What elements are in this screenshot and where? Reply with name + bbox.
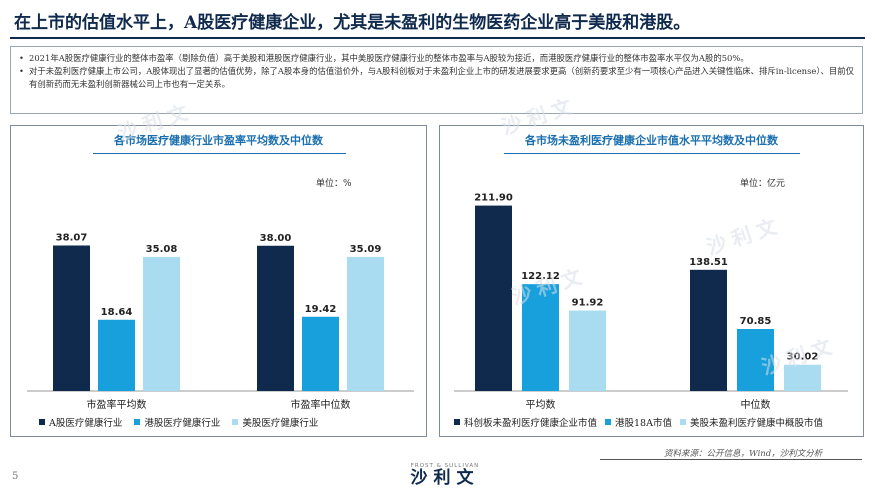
data-label: 138.51 bbox=[689, 257, 728, 268]
page-title: 在上市的估值水平上，A股医疗健康企业，尤其是未盈利的生物医药企业高于美股和港股。 bbox=[14, 13, 691, 33]
bar bbox=[784, 364, 821, 391]
data-label: 91.92 bbox=[572, 298, 604, 309]
bar bbox=[302, 316, 339, 391]
data-label: 18.64 bbox=[101, 307, 133, 318]
pe-ratio-chart-panel: 各市场医疗健康行业市盈率平均数及中位数 单位：% 38.07 18.64 35.08… bbox=[10, 125, 427, 437]
bar bbox=[737, 329, 774, 391]
legend-item: 科创板未盈利医疗健康企业市值 bbox=[454, 415, 597, 429]
category-label: 中位数 bbox=[741, 398, 771, 411]
legend-label: 港股18A市值 bbox=[615, 418, 672, 429]
summary-bullet-2: 对于未盈利医疗健康上市公司，A股体现出了显著的估值优势，除了A股本身的估值溢价外… bbox=[19, 65, 854, 91]
pe-ratio-bar-chart: 38.07 18.64 35.08 市盈率平均数 38.00 19.42 35.09 市盈率中… bbox=[27, 232, 414, 411]
chart-legend: A股医疗健康行业 港股医疗健康行业 美股医疗健康行业 bbox=[39, 415, 318, 429]
legend-item: 美股医疗健康行业 bbox=[232, 415, 318, 429]
data-label: 70.85 bbox=[740, 316, 772, 327]
chart-unit: 单位：% bbox=[316, 179, 352, 189]
category-label: 市盈率平均数 bbox=[87, 398, 147, 411]
bar bbox=[522, 284, 559, 391]
chart-title-underline bbox=[504, 153, 800, 154]
legend-item: 美股未盈利医疗健康中概股市值 bbox=[679, 415, 823, 429]
data-label: 35.08 bbox=[146, 244, 178, 255]
logo-chinese: 沙利文 bbox=[410, 468, 480, 488]
chart-title: 各市场未盈利医疗健康企业市值水平平均数及中位数 bbox=[525, 134, 778, 147]
company-logo: FROST & SULLIVAN 沙利文 bbox=[390, 463, 500, 491]
source-divider bbox=[600, 459, 862, 460]
page-number: 5 bbox=[12, 471, 19, 482]
bar bbox=[569, 310, 606, 391]
bar bbox=[690, 269, 727, 391]
chart-title: 各市场医疗健康行业市盈率平均数及中位数 bbox=[114, 134, 323, 147]
legend-swatch bbox=[232, 419, 239, 425]
legend-swatch bbox=[605, 419, 612, 425]
data-label: 211.90 bbox=[474, 193, 513, 204]
bar bbox=[347, 256, 384, 391]
legend-label: 科创板未盈利医疗健康企业市值 bbox=[464, 418, 598, 429]
bar bbox=[98, 319, 135, 391]
legend-label: 美股未盈利医疗健康中概股市值 bbox=[689, 418, 823, 429]
logo-english: FROST & SULLIVAN bbox=[410, 463, 480, 469]
bar bbox=[475, 205, 512, 391]
bar bbox=[257, 245, 294, 391]
category-label: 市盈率中位数 bbox=[291, 398, 351, 411]
chart-unit: 单位：亿元 bbox=[740, 179, 786, 189]
legend-item: A股医疗健康行业 bbox=[39, 415, 122, 429]
legend-label: A股医疗健康行业 bbox=[49, 418, 123, 429]
legend-label: 美股医疗健康行业 bbox=[242, 418, 319, 429]
data-label: 35.09 bbox=[350, 244, 382, 255]
market-cap-bar-chart: 211.90 122.12 91.92 平均数 138.51 70.85 30.02 中位数 bbox=[454, 193, 848, 411]
chart-legend: 科创板未盈利医疗健康企业市值 港股18A市值 美股未盈利医疗健康中概股市值 bbox=[454, 415, 823, 429]
data-label: 38.00 bbox=[260, 233, 292, 244]
data-label: 38.07 bbox=[56, 232, 88, 243]
data-label: 30.02 bbox=[787, 352, 819, 363]
source-note: 资料来源：公开信息，Wind，沙利文分析 bbox=[664, 449, 823, 459]
legend-swatch bbox=[454, 419, 460, 425]
bar bbox=[143, 256, 180, 391]
data-label: 19.42 bbox=[305, 304, 337, 315]
legend-swatch bbox=[679, 419, 686, 425]
title-divider bbox=[10, 37, 865, 39]
legend-swatch bbox=[134, 419, 141, 425]
legend-swatch bbox=[39, 419, 45, 425]
legend-label: 港股医疗健康行业 bbox=[144, 418, 221, 429]
bar bbox=[53, 245, 90, 391]
legend-item: 港股18A市值 bbox=[605, 415, 672, 429]
summary-bullet-1: 2021年A股医疗健康行业的整体市盈率（剔除负值）高于美股和港股医疗健康行业，其… bbox=[19, 52, 854, 65]
category-label: 平均数 bbox=[526, 398, 556, 411]
chart-title-underline bbox=[93, 153, 346, 154]
data-label: 122.12 bbox=[521, 271, 560, 282]
summary-box: 2021年A股医疗健康行业的整体市盈率（剔除负值）高于美股和港股医疗健康行业，其… bbox=[10, 46, 863, 114]
legend-item: 港股医疗健康行业 bbox=[134, 415, 220, 429]
market-cap-chart-panel: 各市场未盈利医疗健康企业市值水平平均数及中位数 单位：亿元 211.90 122.… bbox=[439, 125, 864, 437]
